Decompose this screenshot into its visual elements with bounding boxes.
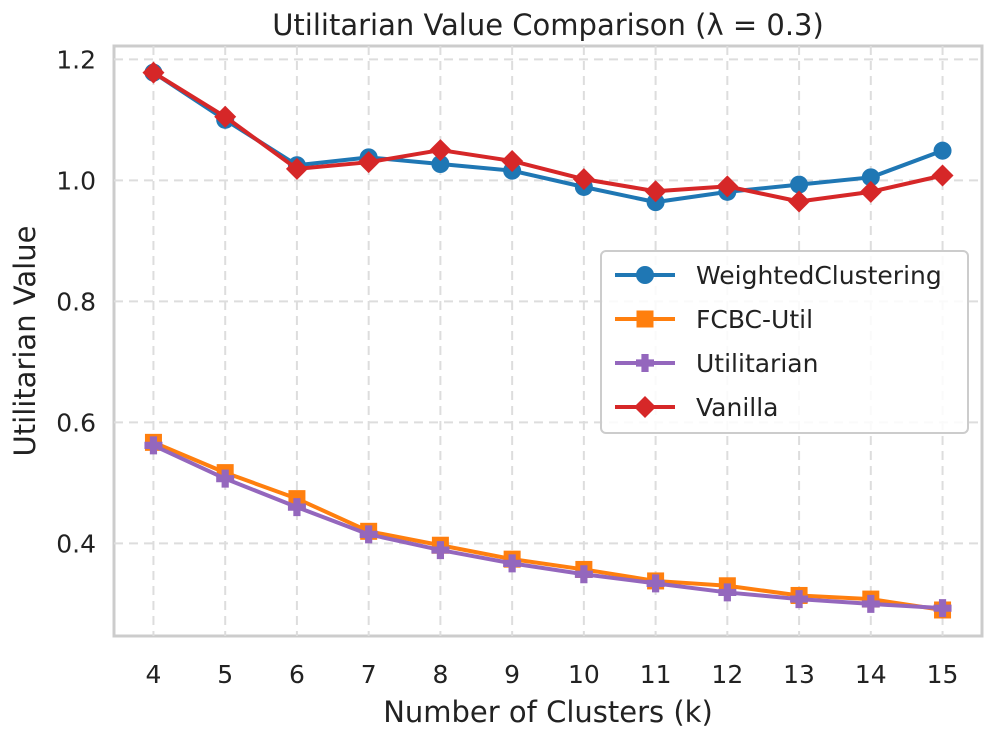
x-tick-label: 5: [217, 660, 233, 689]
legend-marker: [636, 310, 654, 328]
data-point-vanilla: [644, 180, 667, 203]
series-line-fcbc-util: [151, 440, 945, 612]
data-point-utilitarian: [790, 590, 809, 609]
data-point-vanilla: [859, 180, 882, 203]
data-point-vanilla: [931, 164, 954, 187]
data-point-utilitarian: [216, 469, 235, 488]
data-point-utilitarian: [933, 599, 952, 618]
x-axis-ticks: 4 5 6 7 8 9 10 11 12 13 14 15: [146, 660, 959, 689]
x-tick-label: 6: [289, 660, 305, 689]
legend-label: Utilitarian: [696, 349, 818, 378]
data-point-vanilla: [788, 190, 811, 213]
data-point-utilitarian: [431, 541, 450, 560]
series-layer: [142, 61, 954, 619]
y-tick-label: 0.4: [56, 529, 96, 558]
legend-label: WeightedClustering: [696, 261, 942, 290]
x-tick-label: 7: [361, 660, 377, 689]
data-point-utilitarian: [574, 565, 593, 584]
legend-label: Vanilla: [696, 393, 778, 422]
series-line-utilitarian: [151, 443, 945, 611]
data-point-vanilla: [501, 149, 524, 172]
legend-item-fcbc-util: FCBC-Util: [615, 305, 813, 334]
data-point-utilitarian: [646, 574, 665, 593]
data-point-vanilla: [572, 168, 595, 191]
x-tick-label: 13: [783, 660, 815, 689]
x-tick-label: 4: [146, 660, 162, 689]
data-point-utilitarian: [144, 436, 163, 455]
x-tick-label: 10: [568, 660, 600, 689]
data-point-utilitarian: [503, 554, 522, 573]
series-line-weightedclustering: [151, 70, 945, 205]
x-axis-label: Number of Clusters (k): [383, 695, 713, 729]
y-tick-label: 0.6: [56, 408, 96, 437]
legend: WeightedClustering FCBC-Util Utilitarian Va…: [600, 250, 969, 434]
legend-item-vanilla: Vanilla: [615, 393, 778, 422]
y-tick-label: 1.0: [56, 166, 96, 195]
x-tick-label: 12: [711, 660, 743, 689]
data-point-vanilla: [357, 151, 380, 174]
data-point-weightedclustering: [431, 155, 450, 173]
legend-marker: [634, 396, 656, 418]
data-point-utilitarian: [359, 525, 378, 544]
y-axis-label: Utilitarian Value: [8, 226, 42, 457]
y-axis-ticks: 0.4 0.6 0.8 1.0 1.2: [56, 45, 96, 558]
data-point-utilitarian: [861, 594, 880, 613]
data-point-vanilla: [716, 175, 739, 198]
data-point-utilitarian: [718, 583, 737, 602]
series-vanilla: [142, 61, 954, 213]
x-tick-label: 8: [432, 660, 448, 689]
legend-item-utilitarian: Utilitarian: [615, 349, 818, 378]
chart-title: Utilitarian Value Comparison (λ = 0.3): [272, 8, 824, 42]
data-point-vanilla: [142, 61, 165, 84]
x-tick-label: 14: [855, 660, 887, 689]
x-tick-label: 15: [927, 660, 959, 689]
x-tick-label: 9: [504, 660, 520, 689]
legend-items: WeightedClustering FCBC-Util Utilitarian Va…: [615, 261, 942, 422]
data-point-weightedclustering: [790, 175, 809, 194]
legend-label: FCBC-Util: [696, 305, 813, 334]
data-point-vanilla: [429, 139, 452, 162]
series-line-vanilla: [151, 70, 945, 204]
data-point-vanilla: [285, 157, 308, 180]
series-utilitarian: [144, 436, 952, 618]
y-tick-label: 0.8: [56, 287, 96, 316]
legend-marker: [636, 354, 654, 372]
data-point-vanilla: [214, 105, 237, 128]
legend-marker: [636, 266, 654, 284]
y-tick-label: 1.2: [56, 45, 96, 74]
x-tick-label: 11: [640, 660, 672, 689]
data-point-utilitarian: [287, 498, 306, 517]
legend-item-weightedclustering: WeightedClustering: [615, 261, 942, 290]
data-point-weightedclustering: [861, 168, 880, 187]
legend-box: [600, 250, 969, 434]
data-point-weightedclustering: [933, 141, 952, 160]
